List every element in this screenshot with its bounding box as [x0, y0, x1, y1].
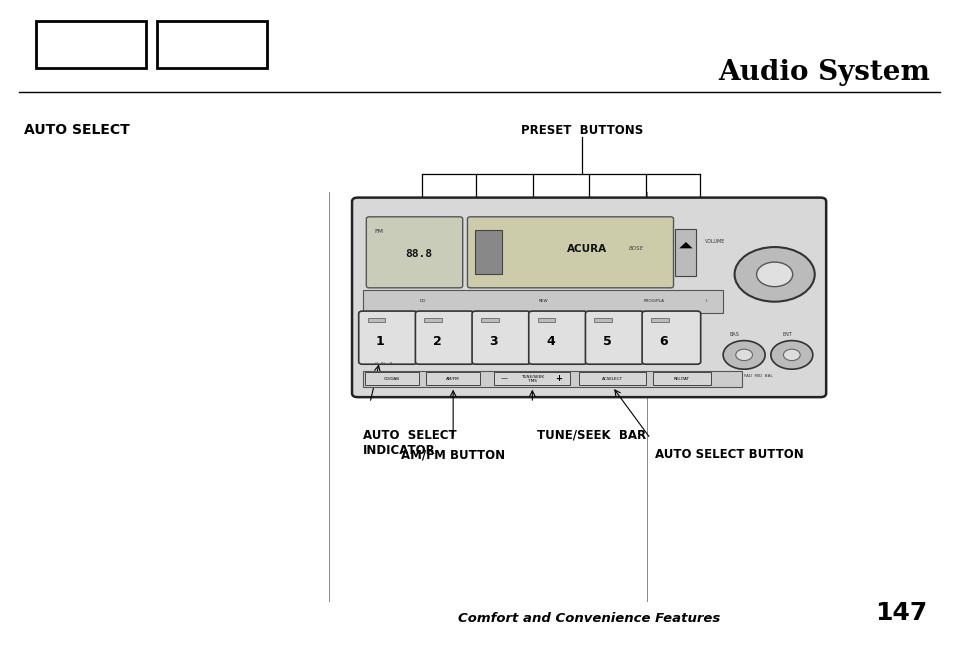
Text: TUNE/SEEK  BAR: TUNE/SEEK BAR — [537, 429, 645, 442]
FancyBboxPatch shape — [358, 311, 416, 364]
Bar — [578, 372, 645, 385]
FancyBboxPatch shape — [467, 217, 673, 288]
Text: AM/FM BUTTON: AM/FM BUTTON — [400, 448, 505, 461]
Bar — [653, 372, 710, 385]
Text: ACSELECT: ACSELECT — [601, 377, 622, 381]
Text: DO: DO — [419, 299, 426, 303]
FancyBboxPatch shape — [641, 311, 700, 364]
Text: 5: 5 — [602, 335, 611, 348]
FancyBboxPatch shape — [415, 311, 474, 364]
Text: 3: 3 — [489, 335, 497, 348]
Text: RELITAT: RELITAT — [674, 377, 689, 381]
Circle shape — [735, 349, 752, 361]
FancyBboxPatch shape — [366, 217, 462, 288]
Text: AUTO SELECT BUTTON: AUTO SELECT BUTTON — [655, 448, 803, 461]
Text: ACURA: ACURA — [566, 244, 606, 254]
Bar — [675, 229, 696, 276]
Text: 2: 2 — [433, 335, 441, 348]
Bar — [480, 317, 498, 322]
Text: Comfort and Convenience Features: Comfort and Convenience Features — [457, 612, 720, 625]
Text: 4: 4 — [545, 335, 555, 348]
FancyBboxPatch shape — [528, 311, 587, 364]
Text: PRESET  BUTTONS: PRESET BUTTONS — [520, 124, 642, 136]
Bar — [362, 290, 722, 313]
Text: II: II — [705, 299, 707, 303]
Text: —: — — [499, 375, 507, 381]
Bar — [367, 317, 385, 322]
Text: AM/FM: AM/FM — [446, 377, 459, 381]
Bar — [362, 371, 741, 387]
Text: BAS: BAS — [729, 332, 739, 337]
Text: REW: REW — [538, 299, 548, 303]
Text: 1: 1 — [375, 335, 384, 348]
Text: BOSE: BOSE — [628, 246, 643, 252]
Bar — [475, 230, 501, 274]
Text: 88.8: 88.8 — [405, 249, 432, 259]
Text: PROG/PLA: PROG/PLA — [643, 299, 664, 303]
Bar — [36, 21, 146, 68]
Text: FM: FM — [374, 229, 382, 234]
Text: Audio System: Audio System — [718, 58, 929, 86]
FancyBboxPatch shape — [352, 198, 825, 397]
Bar — [594, 317, 612, 322]
Bar — [494, 372, 570, 385]
FancyBboxPatch shape — [472, 311, 530, 364]
Bar — [650, 317, 668, 322]
FancyBboxPatch shape — [585, 311, 643, 364]
Bar — [365, 372, 418, 385]
Text: 6: 6 — [659, 335, 667, 348]
Text: +: + — [555, 374, 562, 383]
Text: FAD  MID  BAL: FAD MID BAL — [743, 374, 772, 378]
Text: VOLUME: VOLUME — [704, 239, 724, 244]
Polygon shape — [679, 242, 692, 248]
Text: ENT: ENT — [781, 332, 791, 337]
Bar — [426, 372, 479, 385]
Text: CD/DAB: CD/DAB — [384, 377, 399, 381]
Text: TUNE/SEEK
 TMS: TUNE/SEEK TMS — [520, 374, 543, 384]
Circle shape — [722, 341, 764, 369]
Bar — [537, 317, 555, 322]
Bar — [157, 21, 267, 68]
Text: AUTO  SELECT
INDICATOR: AUTO SELECT INDICATOR — [362, 429, 456, 457]
Text: AUTO SELECT: AUTO SELECT — [24, 124, 130, 138]
Bar — [424, 317, 441, 322]
Circle shape — [756, 262, 792, 287]
Circle shape — [782, 349, 800, 361]
Text: O  W    P: O W P — [375, 363, 392, 367]
Circle shape — [770, 341, 812, 369]
Text: 147: 147 — [874, 601, 926, 625]
Circle shape — [734, 247, 814, 302]
